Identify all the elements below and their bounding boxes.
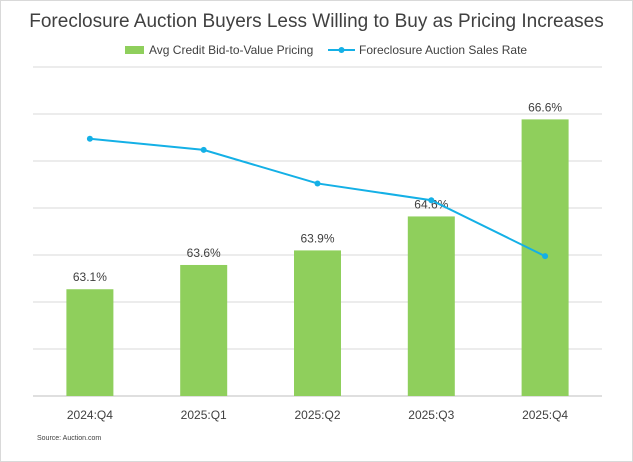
bar-data-label: 63.1% xyxy=(73,270,107,284)
legend-label-line: Foreclosure Auction Sales Rate xyxy=(359,43,527,57)
bar xyxy=(66,289,114,396)
bar-data-label: 63.6% xyxy=(187,246,221,260)
bar xyxy=(407,216,455,396)
legend-swatch-marker xyxy=(338,47,345,53)
bar-data-label: 63.9% xyxy=(300,231,334,245)
source-note: Source: Auction.com xyxy=(37,435,102,442)
bar-data-label: 64.6% xyxy=(414,197,448,211)
bar-data-label: 66.6% xyxy=(528,100,562,114)
x-tick-label: 2025:Q3 xyxy=(408,408,454,422)
bar xyxy=(294,250,341,396)
legend-swatch-bar xyxy=(125,46,144,54)
line-point xyxy=(542,253,549,260)
bar-series: 63.1% 63.6% 63.9% 64.6% 66.6% xyxy=(66,100,569,396)
x-axis: 2024:Q4 2025:Q1 2025:Q2 2025:Q3 2025:Q4 xyxy=(67,408,569,422)
x-tick-label: 2025:Q4 xyxy=(522,408,568,422)
line-point xyxy=(200,146,207,153)
x-tick-label: 2025:Q2 xyxy=(294,408,340,422)
legend-label-bar: Avg Credit Bid-to-Value Pricing xyxy=(149,43,313,57)
x-tick-label: 2025:Q1 xyxy=(181,408,227,422)
line-point xyxy=(428,197,435,204)
chart-title: Foreclosure Auction Buyers Less Willing … xyxy=(29,11,604,32)
bar xyxy=(180,264,228,396)
legend: Avg Credit Bid-to-Value Pricing Foreclosu… xyxy=(125,43,527,57)
line-point xyxy=(314,180,321,187)
x-tick-label: 2024:Q4 xyxy=(67,408,113,422)
line-series xyxy=(86,135,549,260)
line-point xyxy=(86,135,93,142)
